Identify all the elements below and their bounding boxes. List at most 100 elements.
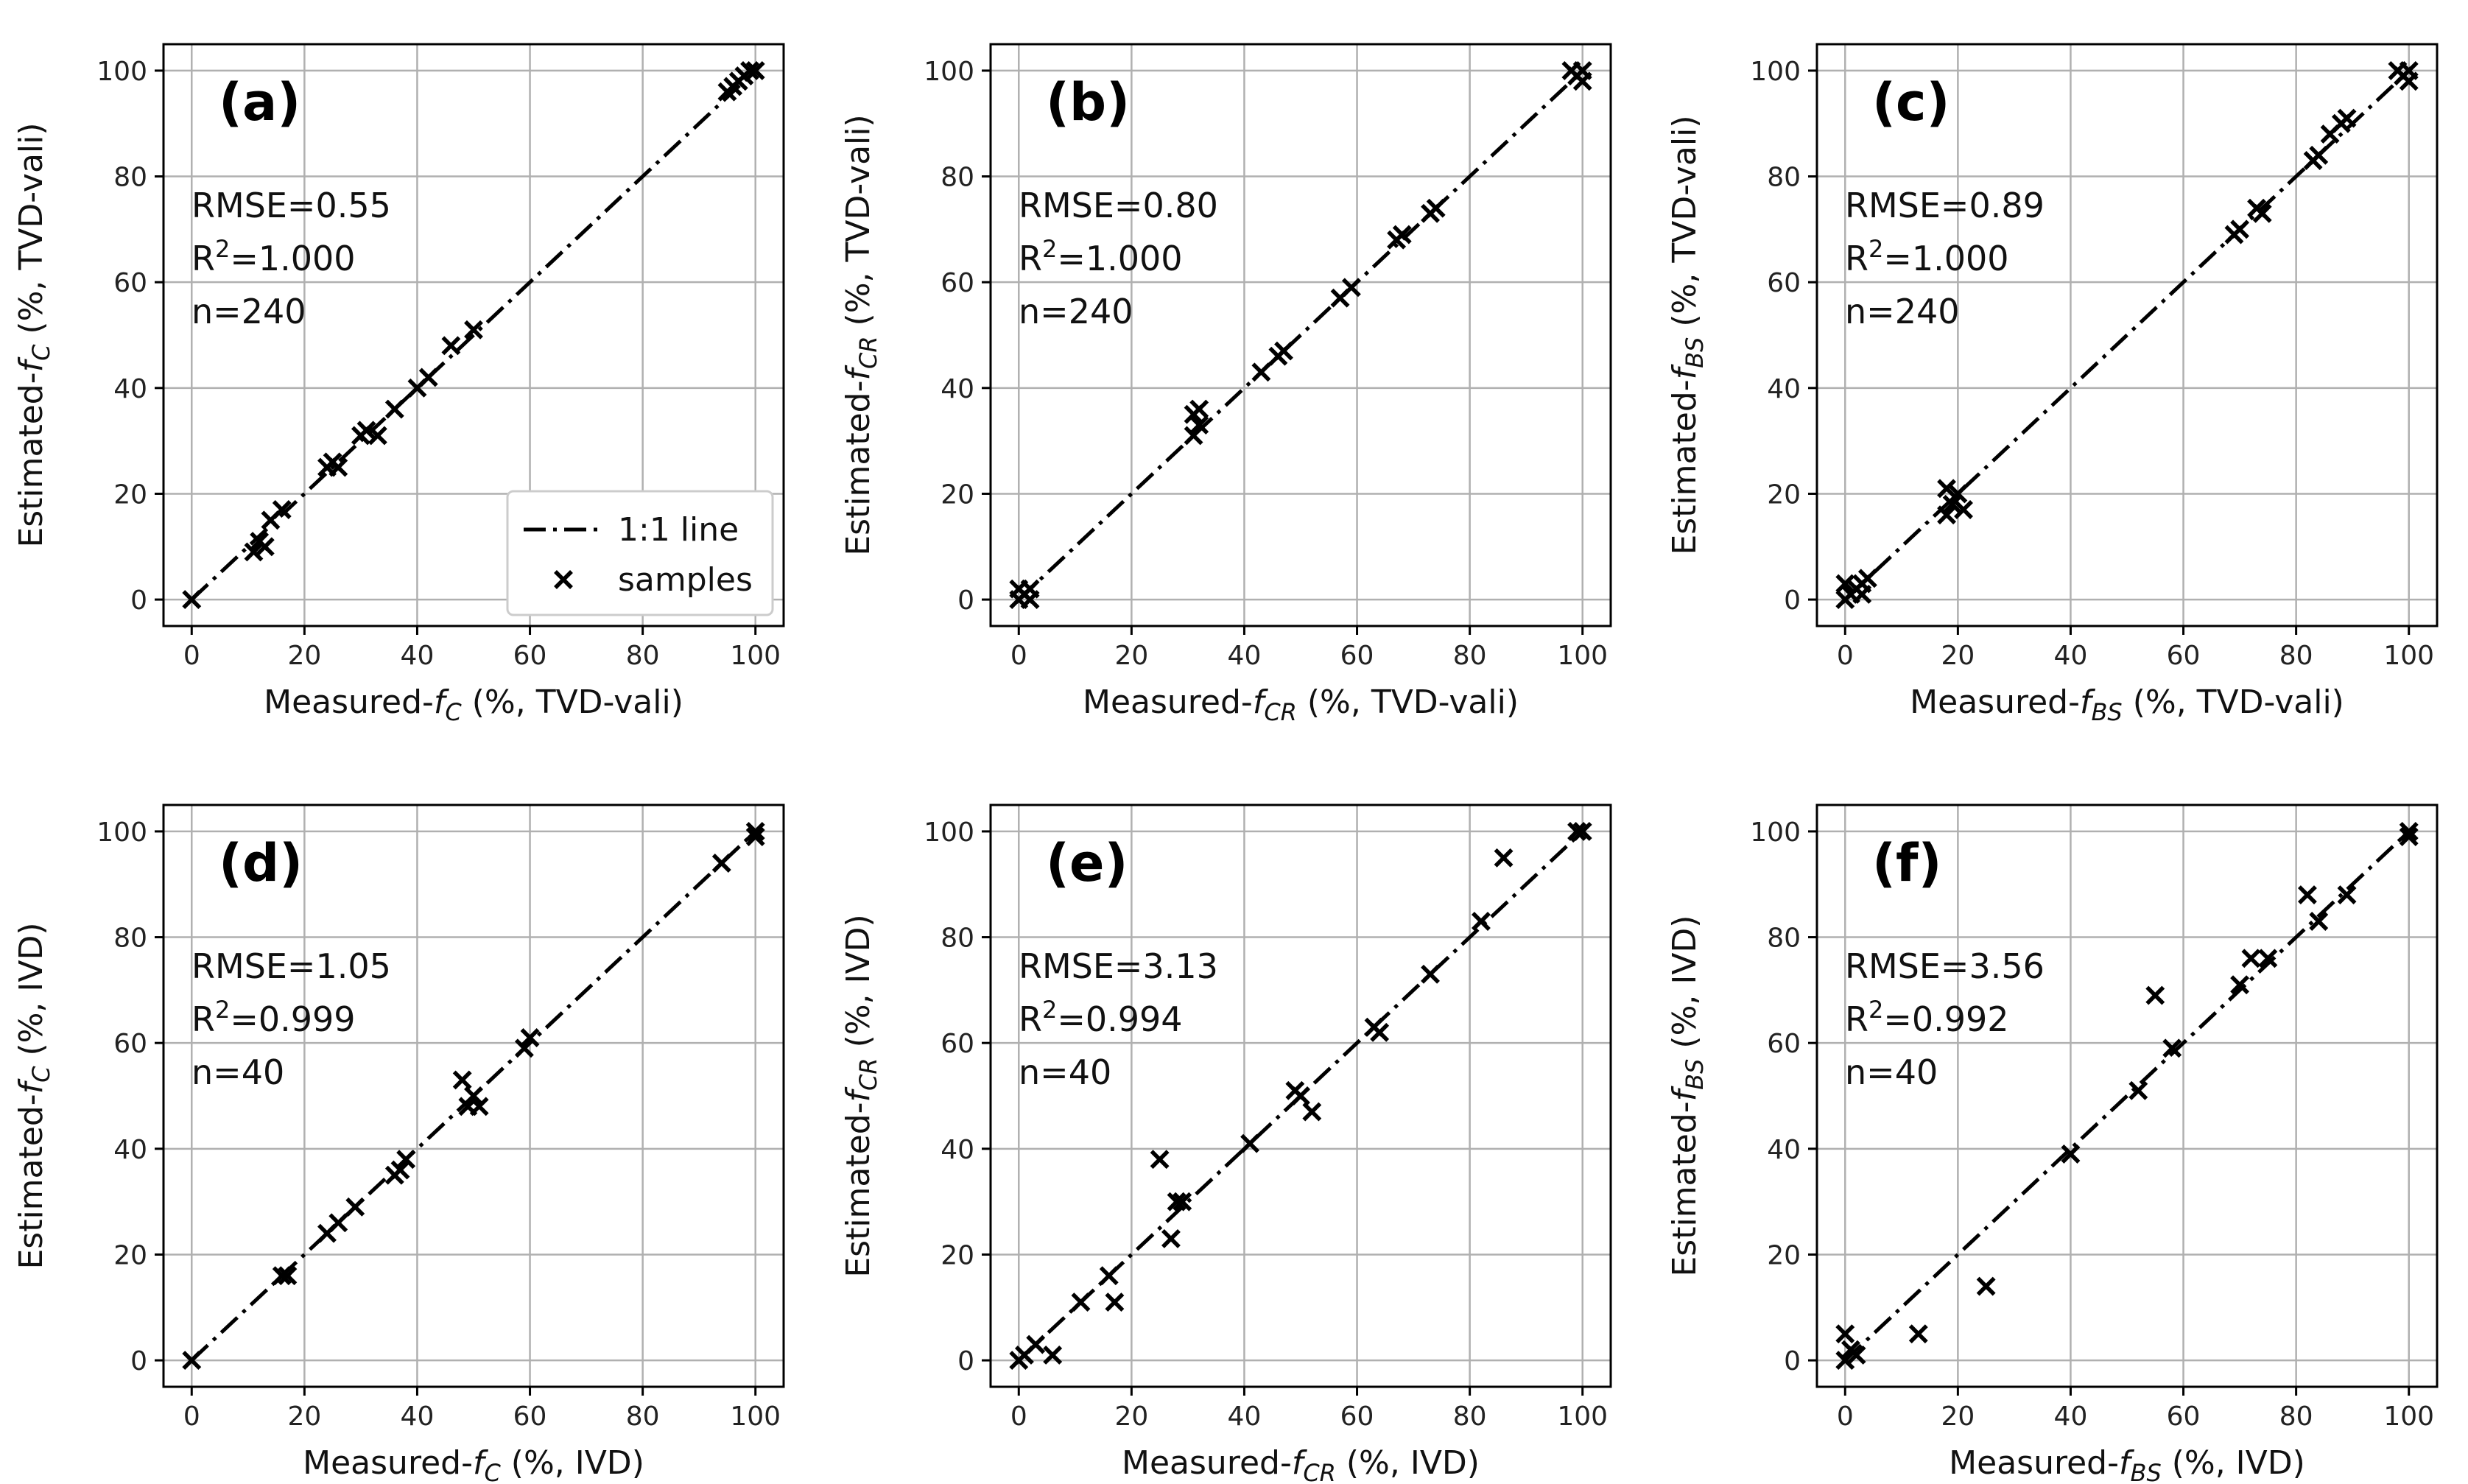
plot-frame <box>1815 803 2439 1388</box>
sample-point <box>2309 912 2329 931</box>
r2-symbol: R <box>1845 999 1868 1039</box>
r2-text: R2=0.999 <box>191 996 356 1039</box>
legend-box <box>506 490 774 616</box>
sample-point <box>2399 827 2419 847</box>
x-tick-label: 20 <box>1114 1402 1148 1432</box>
sample-point <box>1392 225 1412 245</box>
x-axis-label: Measured-fBS (%, TVD-vali) <box>1910 683 2344 726</box>
x-axis-label: Measured-fBS (%, IVD) <box>1949 1444 2305 1484</box>
x-tick-label: 20 <box>287 1402 321 1432</box>
sample-point <box>1852 584 1872 604</box>
x-tick-label: 60 <box>1340 1402 1374 1432</box>
n-text: n=40 <box>1845 1052 1938 1092</box>
y-tick-label: 60 <box>1767 268 1801 298</box>
y-tick-label: 40 <box>941 374 974 404</box>
plot-frame <box>989 43 1612 627</box>
x-tick-label: 60 <box>2167 1402 2201 1432</box>
sample-point <box>1020 579 1040 599</box>
y-tick-label: 80 <box>113 163 147 193</box>
sample-point <box>1071 1293 1091 1312</box>
sample-point <box>244 542 264 562</box>
rmse-text: RMSE=0.55 <box>191 186 391 225</box>
sample-point <box>520 1028 540 1047</box>
sample-point <box>2337 885 2357 905</box>
r2-text: R2=1.000 <box>191 235 356 278</box>
x-tick-label: 80 <box>2279 641 2313 671</box>
sample-point <box>464 320 483 340</box>
x-tick-label: 40 <box>401 1402 435 1432</box>
r2-value: =0.994 <box>1057 999 1182 1039</box>
x-tick-label: 0 <box>183 641 200 671</box>
x-tick-label: 80 <box>1453 641 1487 671</box>
one-to-one-line <box>1843 830 2411 1362</box>
sample-point <box>1572 821 1592 841</box>
y-axis-label: Estimated-fC (%, IVD) <box>13 922 55 1269</box>
sample-point <box>328 1213 348 1233</box>
sample-point <box>1426 198 1446 218</box>
r2-text: R2=1.000 <box>1019 235 1183 278</box>
y-tick-label: 40 <box>113 374 147 404</box>
y-tick-label: 0 <box>957 1346 974 1376</box>
y-tick-label: 80 <box>1767 163 1801 193</box>
sample-point <box>1908 1324 1928 1344</box>
sample-point <box>1857 569 1877 588</box>
legend-line-label: 1:1 line <box>618 511 739 549</box>
sample-point <box>2309 145 2329 165</box>
sample-point <box>1240 1133 1260 1153</box>
sample-point <box>1846 1345 1866 1365</box>
sample-point <box>2337 108 2357 128</box>
rmse-text: RMSE=3.13 <box>1019 946 1218 986</box>
n-text: n=240 <box>191 292 306 331</box>
panel-label: (f) <box>1872 833 1941 893</box>
scatter-panel: 0 0 20 20 40 40 60 60 80 80 100 100 (b) RMSE=0.80 R2=1… <box>840 43 1612 726</box>
y-axis-label: Estimated-fC (%, TVD-vali) <box>13 122 55 547</box>
sample-point <box>452 1070 472 1090</box>
x-tick-label: 0 <box>1837 1402 1854 1432</box>
sample-point <box>1099 1266 1119 1286</box>
one-to-one-line <box>1843 69 2411 601</box>
r2-symbol: R <box>1845 239 1868 278</box>
sample-point <box>328 457 348 477</box>
sample-point <box>272 500 292 519</box>
y-tick-label: 100 <box>96 57 147 87</box>
x-tick-label: 40 <box>401 641 435 671</box>
plot-frame <box>1815 43 2439 627</box>
y-tick-label: 40 <box>941 1135 974 1165</box>
x-axis-label: Measured-fCR (%, IVD) <box>1122 1444 1480 1484</box>
scatter-panel: 0 0 20 20 40 40 60 60 80 80 100 100 (a) RMSE=0.55 R2=1… <box>13 43 785 726</box>
sample-point <box>2252 203 2272 223</box>
sample-point <box>1302 1102 1322 1122</box>
x-tick-label: 100 <box>1557 1402 1608 1432</box>
r2-symbol: R <box>1019 239 1042 278</box>
x-axis-label: Measured-fCR (%, TVD-vali) <box>1083 683 1519 726</box>
sample-point <box>1937 479 1956 499</box>
x-tick-label: 40 <box>2054 1402 2088 1432</box>
sample-point <box>1572 60 1592 80</box>
r2-superscript: 2 <box>215 235 230 263</box>
scatter-panel: 0 0 20 20 40 40 60 60 80 80 100 100 (c) RMSE=0.89 R2=1… <box>1666 43 2439 726</box>
x-tick-label: 20 <box>1114 641 1148 671</box>
r2-value: =1.000 <box>1057 239 1182 278</box>
x-axis-label: Measured-fC (%, IVD) <box>303 1444 644 1484</box>
sample-point <box>1291 1086 1310 1105</box>
y-tick-label: 20 <box>1767 1240 1801 1270</box>
r2-text: R2=0.992 <box>1845 996 2009 1039</box>
y-axis-label: Estimated-fCR (%, IVD) <box>840 914 882 1277</box>
sample-point <box>396 1150 416 1170</box>
sample-point <box>1167 1192 1186 1212</box>
sample-point <box>1370 1022 1390 1042</box>
sample-point <box>745 821 765 841</box>
sample-point <box>272 1266 292 1286</box>
sample-point <box>1173 1192 1192 1212</box>
sample-point <box>441 336 461 356</box>
y-tick-label: 0 <box>130 1346 147 1376</box>
sample-point <box>418 368 438 387</box>
sample-point <box>390 1160 410 1180</box>
sample-point <box>1567 821 1587 841</box>
sample-point <box>1421 964 1440 984</box>
x-tick-label: 100 <box>2383 641 2434 671</box>
one-to-one-line <box>1017 69 1584 601</box>
panel-label: (b) <box>1046 72 1130 133</box>
y-tick-label: 60 <box>941 268 974 298</box>
